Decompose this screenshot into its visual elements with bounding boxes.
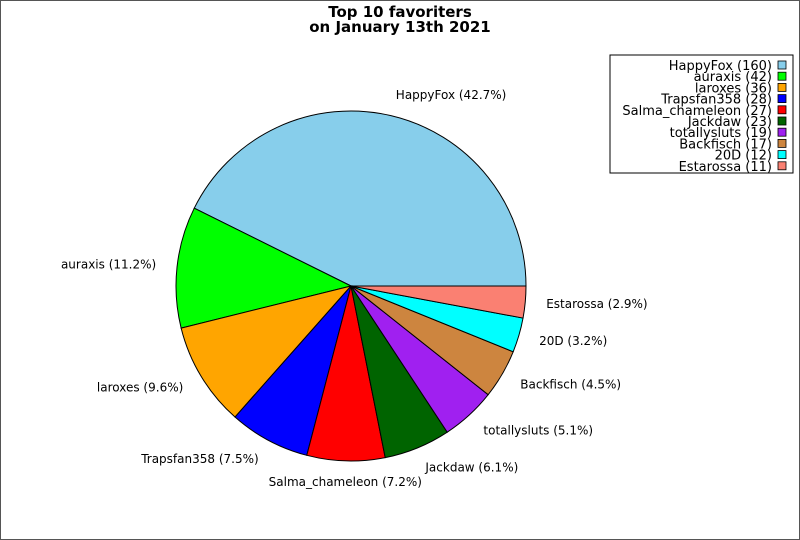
legend-label-totallysluts: totallysluts (19) bbox=[670, 126, 772, 141]
legend-label-jackdaw: Jackdaw (23) bbox=[687, 115, 772, 130]
legend-label-auraxis: auraxis (42) bbox=[694, 70, 772, 85]
slice-labels: HappyFox (42.7%) auraxis (11.2%) laroxes (… bbox=[61, 88, 648, 489]
slice-label-trapsfan358: Trapsfan358 (7.5%) bbox=[140, 452, 258, 466]
legend-swatch-trapsfan358 bbox=[777, 94, 787, 103]
chart-title: Top 10 favoriters bbox=[328, 3, 472, 21]
legend-box bbox=[609, 54, 794, 174]
legend-swatch-jackdaw bbox=[777, 116, 787, 126]
legend: HappyFox (160)auraxis (42)laroxes (36)Tr… bbox=[609, 54, 794, 175]
slice-label-jackdaw: Jackdaw (6.1%) bbox=[424, 460, 518, 474]
legend-swatch-estarossa bbox=[777, 161, 787, 171]
legend-label-laroxes: laroxes (36) bbox=[695, 81, 772, 96]
legend-label-estarossa: Estarossa (11) bbox=[679, 160, 772, 175]
legend-swatch-happyfox bbox=[777, 60, 787, 70]
legend-label-salma-chameleon: Salma_chameleon (27) bbox=[622, 104, 772, 119]
slice-label-backfisch: Backfisch (4.5%) bbox=[520, 378, 621, 392]
slice-label-laroxes: laroxes (9.6%) bbox=[97, 381, 183, 395]
slice-label-totallysluts: totallysluts (5.1%) bbox=[483, 424, 593, 438]
pie-slice-auraxis bbox=[175, 207, 353, 329]
pie-slice-laroxes bbox=[180, 285, 353, 418]
legend-label-20d: 20D (12) bbox=[715, 149, 772, 164]
chart-subtitle: on January 13th 2021 bbox=[309, 18, 490, 36]
legend-label-trapsfan358: Trapsfan358 (28) bbox=[660, 93, 772, 108]
legend-swatch-20d bbox=[777, 150, 787, 160]
legend-label-backfisch: Backfisch (17) bbox=[679, 137, 772, 152]
legend-swatch-auraxis bbox=[777, 71, 787, 81]
legend-swatch-backfisch bbox=[777, 138, 787, 148]
legend-swatch-salma-chameleon bbox=[777, 105, 787, 115]
legend-swatch-laroxes bbox=[777, 83, 787, 92]
legend-swatch-totallysluts bbox=[777, 127, 787, 137]
slice-label-happyfox: HappyFox (42.7%) bbox=[396, 88, 507, 102]
slice-label-estarossa: Estarossa (2.9%) bbox=[546, 297, 647, 311]
pie-slice-estarossa bbox=[350, 285, 527, 319]
pie-slice-happyfox bbox=[193, 110, 527, 287]
legend-label-happyfox: HappyFox (160) bbox=[669, 59, 772, 74]
slice-label-auraxis: auraxis (11.2%) bbox=[61, 258, 156, 272]
pie-slices bbox=[175, 110, 527, 462]
slice-label-20d: 20D (3.2%) bbox=[539, 334, 607, 348]
slice-label-salma-chameleon: Salma_chameleon (7.2%) bbox=[269, 475, 422, 489]
